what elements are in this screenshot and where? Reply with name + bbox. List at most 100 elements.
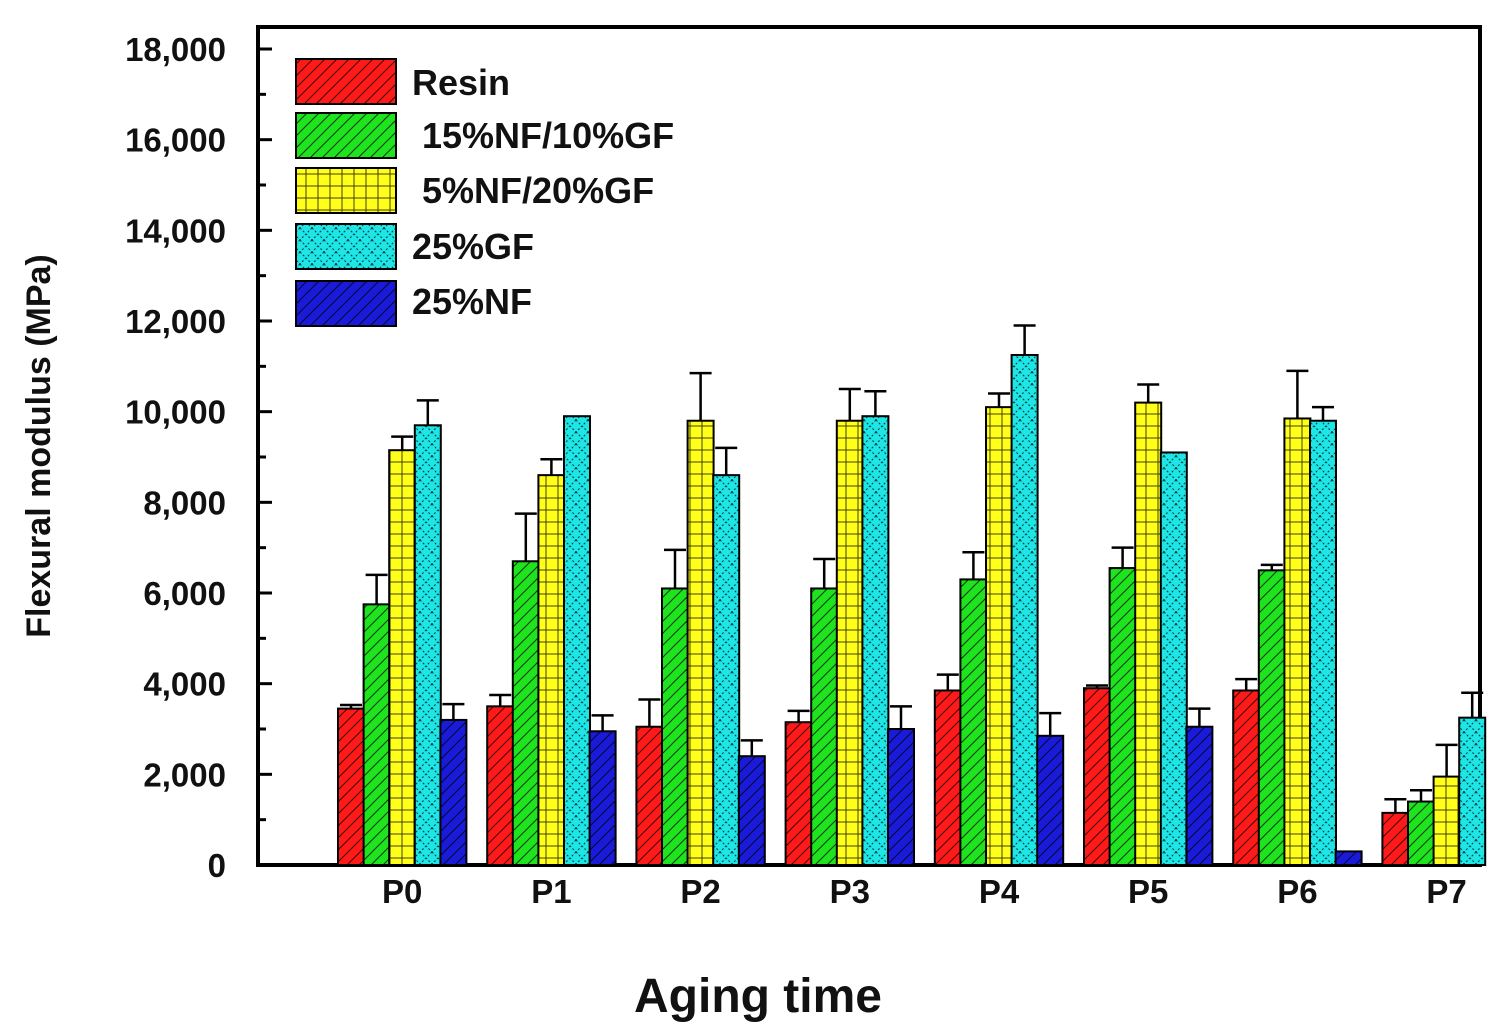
bar-p5-series-1 [1108, 567, 1137, 866]
y-tick-label: 16,000 [125, 122, 226, 159]
bar-p2-series-0 [635, 725, 664, 866]
x-tick-label: P6 [1277, 873, 1317, 910]
bar-p0-series-0 [337, 707, 365, 866]
error-bar-p7-series-2 [1435, 743, 1458, 777]
bar-p4-series-0 [933, 689, 962, 867]
bar-p2-series-2 [686, 419, 715, 866]
error-bar-p1-series-1 [514, 512, 537, 562]
y-tick-label: 18,000 [125, 31, 226, 68]
bar-p3-series-2 [835, 419, 864, 866]
x-tick-label: P4 [979, 873, 1020, 910]
legend-label-25gf: 25%GF [412, 226, 534, 267]
error-bar-p5-series-4 [1188, 707, 1211, 727]
y-tick-label: 12,000 [125, 303, 226, 340]
error-bar-p1-series-0 [489, 693, 512, 707]
error-bar-p5-series-2 [1137, 383, 1160, 403]
error-bar-p6-series-1 [1260, 563, 1283, 571]
error-bar-p7-series-1 [1410, 788, 1432, 802]
y-tick-label: 8,000 [143, 484, 226, 521]
error-bar-p1-series-2 [540, 458, 563, 476]
bar-p3-series-0 [784, 721, 813, 867]
bar-p4-series-3 [1010, 354, 1039, 866]
error-bar-p6-series-0 [1235, 677, 1258, 691]
error-bar-p3-series-3 [864, 390, 887, 417]
bar-p6-series-0 [1232, 689, 1261, 867]
bar-p2-series-1 [661, 587, 689, 866]
x-tick-label: P2 [680, 873, 720, 910]
error-bar-p3-series-0 [787, 709, 810, 723]
bar-p2-series-4 [737, 755, 766, 867]
x-tick-label: P3 [830, 873, 870, 910]
bar-p5-series-3 [1159, 451, 1188, 866]
error-bar-p6-series-2 [1286, 369, 1309, 419]
error-bar-p3-series-4 [890, 705, 912, 729]
bar-p4-series-1 [959, 578, 988, 867]
error-bar-p7-series-0 [1384, 798, 1407, 813]
y-axis-title: Flexural modulus (MPa) [20, 254, 58, 638]
y-tick-label: 14,000 [125, 212, 226, 249]
error-bar-p0-series-3 [416, 399, 439, 426]
error-bar-p2-series-1 [664, 548, 686, 589]
error-bar-p2-series-4 [740, 739, 763, 757]
error-bar-p2-series-2 [689, 371, 712, 421]
legend-swatch-15nf-10gf [295, 112, 397, 159]
legend-swatch-5nf-20gf [295, 167, 397, 214]
x-tick-label: P7 [1426, 873, 1466, 910]
legend-label-resin: Resin [412, 62, 510, 103]
error-bar-p0-series-2 [391, 435, 414, 451]
bar-p7-series-0 [1381, 811, 1410, 866]
error-bar-p3-series-2 [838, 387, 861, 421]
error-bar-p5-series-0 [1086, 684, 1108, 689]
y-tick-label: 2,000 [143, 756, 226, 793]
x-tick-label: P0 [382, 873, 422, 910]
bar-p1-series-4 [588, 730, 617, 866]
y-tick-label: 0 [208, 847, 226, 884]
error-bar-p6-series-3 [1312, 405, 1334, 421]
bar-p7-series-3 [1458, 716, 1487, 867]
error-bar-group [340, 324, 1484, 813]
error-bar-p0-series-0 [340, 703, 362, 709]
error-bar-p4-series-3 [1013, 324, 1036, 355]
bar-series-group [337, 354, 1487, 867]
bar-p1-series-1 [511, 560, 540, 866]
legend: Resin 15%NF/10%GF 5%NF/20%GF 25%GF 25%NF [295, 58, 674, 327]
bar-p5-series-2 [1134, 401, 1163, 866]
error-bar-p2-series-0 [638, 698, 661, 727]
bar-p7-series-1 [1407, 800, 1435, 866]
bar-p0-series-2 [388, 449, 417, 866]
bar-p5-series-4 [1185, 725, 1214, 866]
bar-p6-series-1 [1257, 569, 1286, 866]
error-bar-p0-series-1 [365, 573, 388, 605]
bar-p0-series-1 [362, 603, 391, 866]
bar-p3-series-3 [861, 415, 890, 866]
error-bar-p7-series-3 [1461, 691, 1484, 718]
error-bar-p5-series-1 [1111, 546, 1134, 569]
error-bar-p2-series-3 [715, 446, 738, 476]
legend-swatch-resin [295, 58, 397, 105]
x-axis-title: Aging time [634, 970, 882, 1023]
error-bar-p0-series-4 [442, 702, 465, 720]
legend-label-25nf: 25%NF [412, 281, 532, 322]
bar-p6-series-4 [1334, 850, 1363, 867]
bar-p6-series-2 [1283, 417, 1312, 866]
legend-swatch-25nf [295, 280, 397, 327]
y-tick-label: 10,000 [125, 394, 226, 431]
bar-p3-series-4 [887, 728, 915, 866]
legend-label-5nf-20gf: 5%NF/20%GF [412, 170, 654, 211]
bar-p1-series-2 [537, 474, 566, 866]
error-bar-p4-series-4 [1039, 711, 1062, 736]
bar-p4-series-4 [1036, 734, 1065, 866]
bar-p1-series-3 [563, 415, 591, 866]
bar-p1-series-0 [486, 705, 515, 866]
error-bar-p3-series-1 [813, 557, 836, 589]
x-tick-label: P1 [531, 873, 571, 910]
error-bar-p4-series-1 [962, 550, 985, 580]
error-bar-p4-series-0 [936, 673, 959, 691]
bar-p7-series-2 [1432, 775, 1461, 866]
y-tick-label: 6,000 [143, 575, 226, 612]
x-tick-label: P5 [1128, 873, 1168, 910]
bar-p2-series-3 [712, 474, 741, 866]
bar-p0-series-3 [413, 424, 442, 866]
y-axis: 0 2,000 4,000 6,000 8,000 10,000 12,000 14,000 1… [125, 31, 272, 884]
